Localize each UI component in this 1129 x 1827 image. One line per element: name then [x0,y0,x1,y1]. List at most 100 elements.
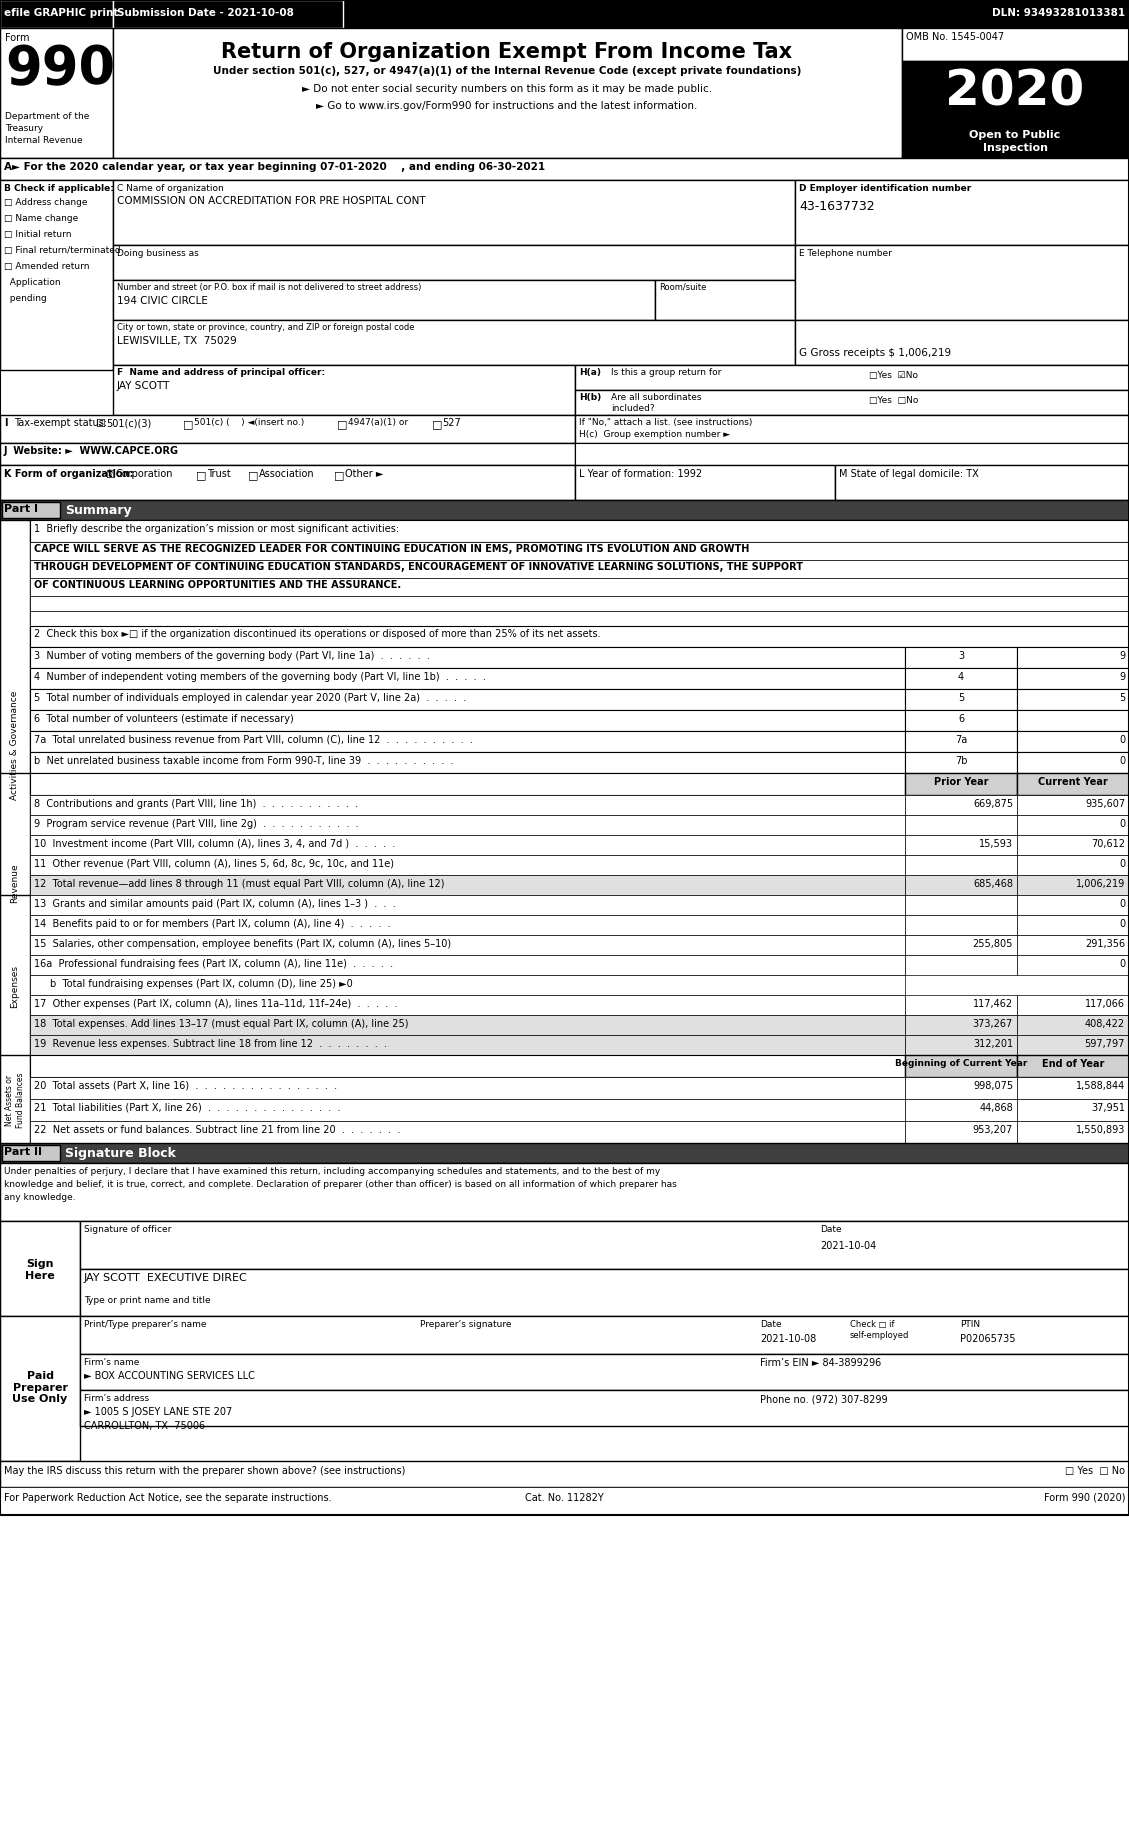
Text: 12  Total revenue—add lines 8 through 11 (must equal Part VIII, column (A), line: 12 Total revenue—add lines 8 through 11 … [34,879,445,890]
Bar [1017,711,1129,731]
Text: 6: 6 [957,714,964,723]
Text: 18  Total expenses. Add lines 13–17 (must equal Part IX, column (A), line 25): 18 Total expenses. Add lines 13–17 (must… [34,1019,409,1029]
Text: 0: 0 [1119,899,1124,910]
Bar [80,1220,1129,1270]
Bar [1017,1100,1129,1122]
Text: 5  Total number of individuals employed in calendar year 2020 (Part V, line 2a) : 5 Total number of individuals employed i… [34,692,466,703]
Text: 2021-10-08: 2021-10-08 [760,1334,816,1345]
Bar [0,0,113,27]
Bar [1017,935,1129,956]
Bar [0,181,113,371]
Text: 1  Briefly describe the organization’s mission or most significant activities:: 1 Briefly describe the organization’s mi… [34,524,400,533]
Text: Inspection: Inspection [982,143,1048,153]
Bar [902,126,1129,157]
Bar [0,27,113,157]
Bar [30,773,905,795]
Bar [30,1122,905,1144]
Text: H(a): H(a) [579,367,601,376]
Text: 16a  Professional fundraising fees (Part IX, column (A), line 11e)  .  .  .  .  : 16a Professional fundraising fees (Part … [34,959,393,968]
Bar [905,731,1017,753]
Text: Are all subordinates: Are all subordinates [611,393,701,402]
Bar [905,895,1017,915]
Bar [905,875,1017,895]
Text: Internal Revenue: Internal Revenue [5,135,82,144]
Text: 10  Investment income (Part VIII, column (A), lines 3, 4, and 7d )  .  .  .  .  : 10 Investment income (Part VIII, column … [34,839,395,850]
Bar [0,157,1129,181]
Text: 70,612: 70,612 [1091,839,1124,850]
Bar [575,442,1129,466]
Bar [113,181,795,245]
Text: Date: Date [820,1224,841,1233]
Bar [1017,773,1129,795]
Text: 9: 9 [1119,672,1124,681]
Text: □: □ [248,470,259,481]
Text: Return of Organization Exempt From Income Tax: Return of Organization Exempt From Incom… [221,42,793,62]
Bar [80,1354,1129,1390]
Text: Signature of officer: Signature of officer [84,1224,172,1233]
Bar [905,1036,1017,1054]
Bar [1017,895,1129,915]
Text: □ Final return/terminated: □ Final return/terminated [5,247,121,256]
Text: Print/Type preparer’s name: Print/Type preparer’s name [84,1319,207,1328]
Bar [905,669,1017,689]
Text: 312,201: 312,201 [973,1040,1013,1049]
Bar [1017,689,1129,711]
Text: OF CONTINUOUS LEARNING OPPORTUNITIES AND THE ASSURANCE.: OF CONTINUOUS LEARNING OPPORTUNITIES AND… [34,579,401,590]
Bar [30,935,905,956]
Text: Corporation: Corporation [116,470,174,479]
Text: b  Total fundraising expenses (Part IX, column (D), line 25) ►0: b Total fundraising expenses (Part IX, c… [50,979,352,988]
Text: 117,066: 117,066 [1085,999,1124,1009]
Text: 953,207: 953,207 [973,1125,1013,1135]
Text: Department of the: Department of the [5,111,89,121]
Text: □: □ [196,470,207,481]
Text: D Employer identification number: D Employer identification number [799,185,971,194]
Text: 3  Number of voting members of the governing body (Part VI, line 1a)  .  .  .  .: 3 Number of voting members of the govern… [34,650,430,661]
Text: ☑: ☑ [105,470,115,481]
Text: Under section 501(c), 527, or 4947(a)(1) of the Internal Revenue Code (except pr: Under section 501(c), 527, or 4947(a)(1)… [212,66,802,77]
Bar [1017,915,1129,935]
Bar [905,711,1017,731]
Text: 935,607: 935,607 [1085,798,1124,809]
Text: Firm’s name: Firm’s name [84,1357,139,1367]
Bar [905,1076,1017,1100]
Text: Application: Application [5,278,61,287]
Text: Check □ if: Check □ if [850,1319,894,1328]
Text: 13  Grants and similar amounts paid (Part IX, column (A), lines 1–3 )  .  .  .: 13 Grants and similar amounts paid (Part… [34,899,396,910]
Bar [905,815,1017,835]
Bar [30,561,1129,577]
Bar [575,389,1129,415]
Bar [80,1315,1129,1354]
Text: Preparer’s signature: Preparer’s signature [420,1319,511,1328]
Text: 597,797: 597,797 [1085,1040,1124,1049]
Bar [30,711,905,731]
Text: □ Amended return: □ Amended return [5,261,89,270]
Text: Expenses: Expenses [10,965,19,1009]
Text: Tax-exempt status:: Tax-exempt status: [14,418,107,428]
Text: self-employed: self-employed [850,1332,909,1339]
Text: THROUGH DEVELOPMENT OF CONTINUING EDUCATION STANDARDS, ENCOURAGEMENT OF INNOVATI: THROUGH DEVELOPMENT OF CONTINUING EDUCAT… [34,563,803,572]
Text: □: □ [432,418,443,429]
Text: 20  Total assets (Part X, line 16)  .  .  .  .  .  .  .  .  .  .  .  .  .  .  . : 20 Total assets (Part X, line 16) . . . … [34,1082,338,1091]
Text: 8  Contributions and grants (Part VIII, line 1h)  .  .  .  .  .  .  .  .  .  .  : 8 Contributions and grants (Part VIII, l… [34,798,358,809]
Bar [30,521,1129,543]
Text: Net Assets or
Fund Balances: Net Assets or Fund Balances [6,1072,25,1127]
Bar [0,1315,80,1462]
Text: 43-1637732: 43-1637732 [799,199,875,214]
Text: 9  Program service revenue (Part VIII, line 2g)  .  .  .  .  .  .  .  .  .  .  .: 9 Program service revenue (Part VIII, li… [34,818,359,829]
Text: knowledge and belief, it is true, correct, and complete. Declaration of preparer: knowledge and belief, it is true, correc… [5,1180,676,1189]
Bar [30,1036,905,1054]
Text: □Yes  □No: □Yes □No [869,396,918,406]
Bar [835,466,1129,501]
Text: Form: Form [5,33,29,44]
Bar [0,1054,30,1146]
Text: H(c)  Group exemption number ►: H(c) Group exemption number ► [579,429,730,438]
Text: Summary: Summary [65,504,132,517]
Text: Association: Association [259,470,315,479]
Bar [30,689,905,711]
Text: □: □ [334,470,344,481]
Text: □ Yes  □ No: □ Yes □ No [1065,1465,1124,1476]
Bar [1017,1016,1129,1036]
Text: Sign
Here: Sign Here [25,1259,55,1281]
Text: PTIN: PTIN [960,1319,980,1328]
Bar [905,855,1017,875]
